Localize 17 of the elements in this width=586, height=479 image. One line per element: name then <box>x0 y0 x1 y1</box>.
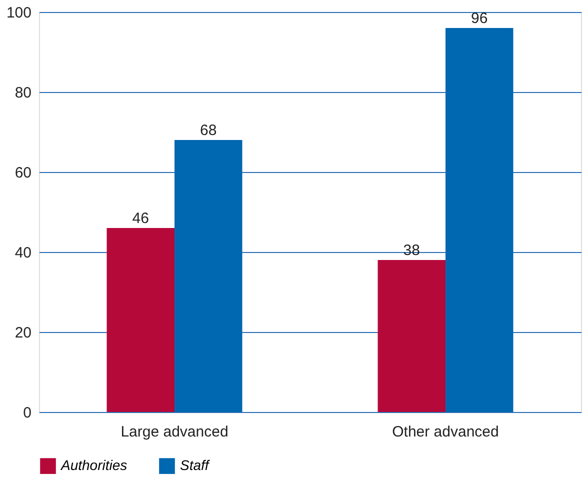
bar <box>446 28 514 412</box>
x-tick-label: Other advanced <box>392 424 499 440</box>
data-label: 96 <box>471 10 488 27</box>
legend-label: Authorities <box>60 457 128 474</box>
y-tick-label: 20 <box>14 324 32 342</box>
y-tick-label: 60 <box>14 164 32 182</box>
legend-label: Staff <box>180 457 211 474</box>
y-tick-label: 0 <box>23 404 32 422</box>
bar <box>106 228 174 412</box>
y-tick-label: 100 <box>6 4 32 22</box>
bar <box>174 140 242 412</box>
bar <box>378 260 446 412</box>
y-tick-label: 80 <box>14 84 32 102</box>
y-tick-label: 40 <box>14 244 32 262</box>
data-label: 46 <box>132 210 149 227</box>
x-tick-label: Large advanced <box>120 424 228 440</box>
data-label: 68 <box>200 122 217 139</box>
